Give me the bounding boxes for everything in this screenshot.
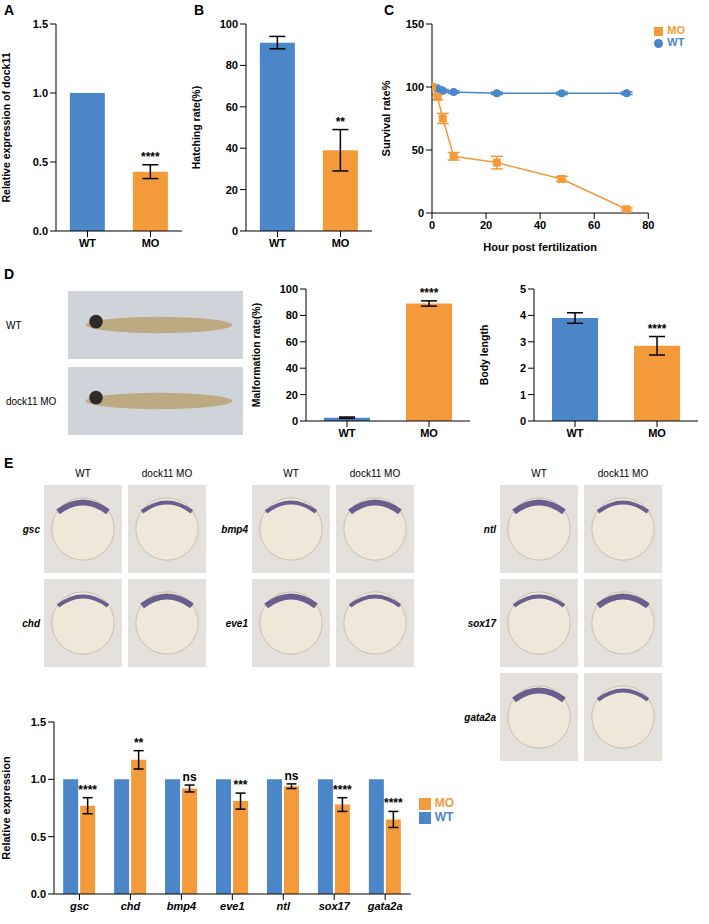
svg-text:80: 80	[226, 59, 238, 71]
svg-text:chd: chd	[22, 618, 41, 629]
html-text:C: C	[384, 2, 395, 18]
svg-text:50: 50	[412, 144, 424, 156]
html-text:MO: MO	[667, 24, 685, 36]
svg-text:ns: ns	[284, 769, 298, 783]
html-text:WT: WT	[667, 36, 685, 48]
svg-text:1.0: 1.0	[31, 773, 46, 785]
svg-text:gsc: gsc	[69, 900, 89, 912]
svg-text:bmp4: bmp4	[167, 900, 196, 912]
svg-text:1.5: 1.5	[31, 716, 46, 728]
html-text:B: B	[194, 2, 205, 18]
svg-text:100: 100	[220, 18, 238, 30]
svg-text:****: ****	[141, 150, 160, 164]
svg-text:chd: chd	[121, 900, 141, 912]
html-text:D: D	[4, 266, 15, 282]
html-text:WT: WT	[434, 810, 454, 824]
svg-text:40: 40	[286, 362, 298, 374]
svg-text:1.0: 1.0	[33, 87, 48, 99]
svg-text:WT: WT	[338, 427, 355, 439]
svg-text:****: ****	[333, 783, 352, 797]
svg-text:150: 150	[406, 18, 424, 30]
svg-text:WT: WT	[566, 427, 583, 439]
svg-text:****: ****	[78, 783, 97, 797]
svg-text:0: 0	[418, 207, 424, 219]
svg-text:20: 20	[480, 219, 492, 231]
svg-text:WT: WT	[269, 237, 286, 249]
svg-text:ns: ns	[183, 770, 197, 784]
svg-text:ntl: ntl	[484, 524, 496, 535]
svg-text:MO: MO	[142, 237, 160, 249]
svg-text:100: 100	[406, 81, 424, 93]
svg-text:gsc: gsc	[22, 524, 41, 535]
svg-text:sox17: sox17	[319, 900, 351, 912]
svg-text:****: ****	[420, 286, 439, 300]
svg-text:**: **	[336, 115, 346, 129]
svg-text:100: 100	[280, 283, 298, 295]
svg-text:0.5: 0.5	[31, 831, 46, 843]
svg-text:60: 60	[286, 336, 298, 348]
svg-text:0: 0	[292, 415, 298, 427]
svg-text:0: 0	[520, 415, 526, 427]
svg-text:Relative expression: Relative expression	[0, 756, 12, 860]
svg-text:40: 40	[534, 219, 546, 231]
svg-text:60: 60	[226, 101, 238, 113]
svg-text:4: 4	[520, 309, 527, 321]
svg-text:0.0: 0.0	[31, 888, 46, 900]
svg-text:MO: MO	[332, 237, 350, 249]
svg-text:Hatching rate(%): Hatching rate(%)	[190, 86, 202, 169]
svg-text:60: 60	[588, 219, 600, 231]
svg-text:0.0: 0.0	[33, 225, 48, 237]
svg-text:dock11 MO: dock11 MO	[598, 468, 649, 479]
svg-text:1.5: 1.5	[33, 18, 48, 30]
svg-text:**: **	[134, 736, 144, 750]
svg-text:Relative expression of dock11: Relative expression of dock11	[0, 52, 12, 202]
svg-text:MO: MO	[648, 427, 666, 439]
svg-text:WT: WT	[75, 468, 91, 479]
svg-text:Survival rate%: Survival rate%	[380, 80, 392, 156]
html-text:MO: MO	[434, 796, 454, 810]
svg-text:80: 80	[642, 219, 654, 231]
svg-text:80: 80	[286, 309, 298, 321]
svg-text:20: 20	[226, 184, 238, 196]
svg-text:0: 0	[232, 225, 238, 237]
svg-text:bmp4: bmp4	[221, 524, 248, 535]
svg-text:5: 5	[520, 283, 526, 295]
svg-text:dock11 MO: dock11 MO	[142, 468, 193, 479]
svg-text:gata2a: gata2a	[367, 900, 403, 912]
svg-text:3: 3	[520, 336, 526, 348]
svg-text:****: ****	[648, 322, 667, 336]
svg-text:Malformation rate(%): Malformation rate(%)	[250, 303, 262, 407]
svg-text:MO: MO	[420, 427, 438, 439]
svg-text:eve1: eve1	[226, 618, 249, 629]
svg-text:eve1: eve1	[220, 900, 244, 912]
svg-text:1: 1	[520, 389, 526, 401]
svg-text:dock11 MO: dock11 MO	[350, 468, 401, 479]
svg-text:sox17: sox17	[468, 618, 497, 629]
svg-text:***: ***	[234, 778, 248, 792]
svg-text:WT: WT	[79, 237, 96, 249]
svg-text:WT: WT	[283, 468, 299, 479]
svg-text:WT: WT	[531, 468, 547, 479]
svg-text:0: 0	[429, 219, 435, 231]
svg-text:WT: WT	[6, 320, 22, 331]
svg-text:ntl: ntl	[277, 900, 291, 912]
svg-text:dock11 MO: dock11 MO	[6, 396, 57, 407]
svg-text:40: 40	[226, 142, 238, 154]
svg-text:20: 20	[286, 389, 298, 401]
svg-text:Body length: Body length	[478, 325, 490, 386]
html-text:A: A	[4, 2, 15, 18]
svg-text:0.5: 0.5	[33, 156, 48, 168]
svg-text:****: ****	[384, 796, 403, 810]
svg-text:2: 2	[520, 362, 526, 374]
svg-text:Hour post fertilization: Hour post fertilization	[483, 241, 597, 253]
svg-text:gata2a: gata2a	[463, 712, 496, 723]
html-text:E: E	[4, 455, 14, 471]
